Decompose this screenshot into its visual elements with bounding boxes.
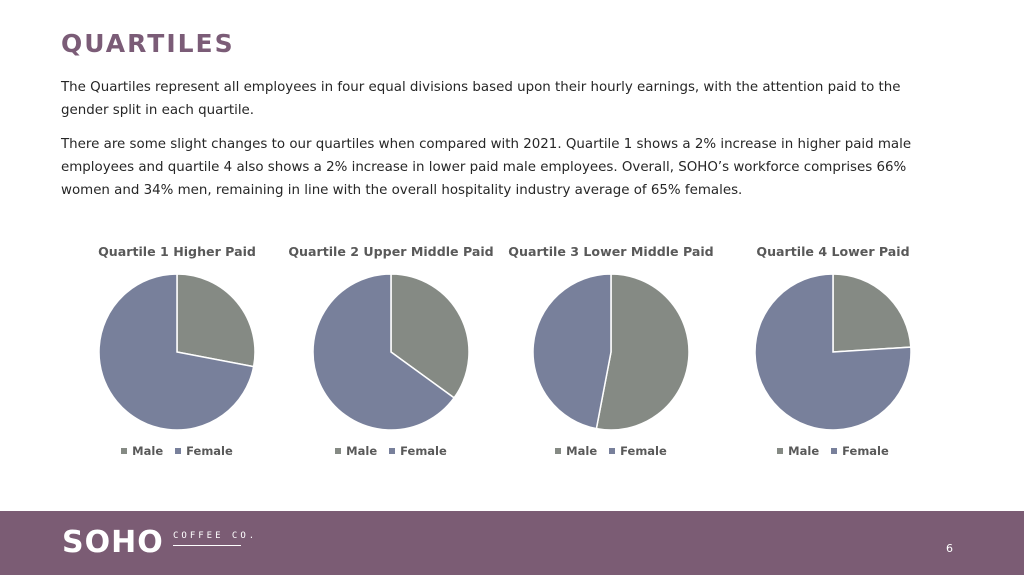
legend-swatch-male xyxy=(121,448,128,454)
legend-swatch-female xyxy=(609,448,616,454)
legend-item-male: Male xyxy=(555,444,597,458)
legend-label: Female xyxy=(842,444,889,458)
legend: Male Female xyxy=(501,444,721,458)
chart-title: Quartile 4 Lower Paid xyxy=(756,244,910,259)
legend-item-male: Male xyxy=(777,444,819,458)
legend-label: Male xyxy=(346,444,378,458)
footer-bar: SOHO COFFEE CO. 6 xyxy=(0,511,1024,575)
pie-svg xyxy=(754,273,912,431)
pie-slice-male xyxy=(390,273,470,399)
changes-paragraph: There are some slight changes to our qua… xyxy=(61,137,912,198)
pie-slice-female xyxy=(532,273,612,430)
pie-svg xyxy=(98,273,256,431)
logo-subtitle: COFFEE CO. xyxy=(173,531,258,541)
legend-label: Female xyxy=(400,444,447,458)
page-number: 6 xyxy=(946,542,953,555)
chart-title: Quartile 3 Lower Middle Paid xyxy=(508,244,714,259)
legend-label: Male xyxy=(132,444,164,458)
legend: Male Female xyxy=(281,444,501,458)
legend-label: Female xyxy=(620,444,667,458)
legend-label: Male xyxy=(566,444,598,458)
pie-slice-male xyxy=(176,273,256,368)
pie-svg xyxy=(532,273,690,431)
legend-item-female: Female xyxy=(609,444,667,458)
legend-item-female: Female xyxy=(175,444,233,458)
legend-swatch-female xyxy=(831,448,838,454)
chart-title: Quartile 1 Higher Paid xyxy=(98,244,256,259)
legend-item-female: Female xyxy=(831,444,889,458)
legend-item-female: Female xyxy=(389,444,447,458)
pie-slice-female xyxy=(98,273,255,431)
legend-swatch-male xyxy=(555,448,562,454)
legend-item-male: Male xyxy=(121,444,163,458)
pie-slice-female xyxy=(312,273,456,431)
legend-swatch-male xyxy=(777,448,784,454)
logo-underline xyxy=(173,545,241,546)
pie-slice-male xyxy=(832,273,912,353)
legend-label: Female xyxy=(186,444,233,458)
pie-slice-female xyxy=(754,273,912,431)
soho-logo: SOHO xyxy=(62,525,164,560)
pie-chart-quartile-3: Quartile 3 Lower Middle Paid Male Female xyxy=(501,240,721,470)
pie-chart-quartile-2: Quartile 2 Upper Middle Paid Male Female xyxy=(281,240,501,470)
chart-title: Quartile 2 Upper Middle Paid xyxy=(288,244,494,259)
pie-svg xyxy=(312,273,470,431)
legend-swatch-male xyxy=(335,448,342,454)
legend: Male Female xyxy=(723,444,943,458)
legend: Male Female xyxy=(67,444,287,458)
legend-item-male: Male xyxy=(335,444,377,458)
pie-chart-quartile-4: Quartile 4 Lower Paid Male Female xyxy=(723,240,943,470)
legend-label: Male xyxy=(788,444,820,458)
legend-swatch-female xyxy=(389,448,396,454)
intro-paragraph: The Quartiles represent all employees in… xyxy=(61,80,901,118)
page-title: QUARTILES xyxy=(61,29,235,58)
pie-slice-male xyxy=(595,273,690,431)
pie-chart-quartile-1: Quartile 1 Higher Paid Male Female xyxy=(67,240,287,470)
legend-swatch-female xyxy=(175,448,182,454)
